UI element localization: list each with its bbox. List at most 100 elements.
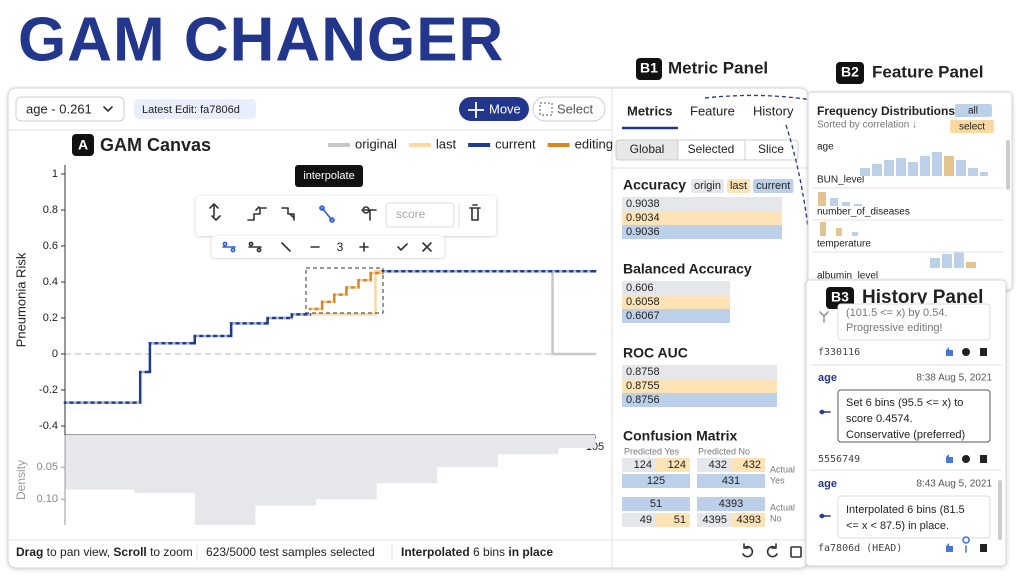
commit-message[interactable]	[837, 389, 991, 443]
cell	[697, 458, 731, 472]
tab[interactable]: Feature	[690, 103, 735, 118]
tab[interactable]: Metrics	[627, 103, 673, 118]
message-line: Progressive editing!	[846, 322, 943, 334]
message-line: Conservative (preferred)	[846, 429, 965, 441]
edit-part: Interpolated	[401, 545, 470, 559]
footer-selection: 623/5000 test samples selected	[206, 545, 375, 559]
scope[interactable]: Global	[630, 142, 665, 156]
scrollbar[interactable]	[998, 480, 1002, 540]
panel-title: Feature Panel	[872, 62, 984, 81]
cell-value: 51	[674, 514, 686, 526]
history-icons	[819, 311, 987, 553]
cell	[697, 474, 765, 488]
cell-value: 125	[647, 475, 665, 487]
interpolate-toolbar	[212, 236, 444, 258]
legend-pill	[691, 179, 724, 193]
density-bar	[437, 435, 498, 468]
cell-value: 432	[709, 459, 727, 471]
scope[interactable]: Slice	[758, 142, 784, 156]
score-placeholder: score	[396, 207, 426, 221]
scrollbar[interactable]	[1006, 140, 1010, 190]
cell-value: 4395	[703, 514, 727, 526]
y-tick-label: 1	[52, 168, 58, 180]
column-label: Predicted Yes	[624, 446, 680, 456]
latest-edit: Latest Edit: fa7806d	[142, 104, 240, 116]
cell-value: 124	[668, 459, 686, 471]
legend-label: current	[756, 180, 790, 192]
score-input[interactable]	[385, 202, 455, 228]
legend-label: current	[495, 136, 536, 151]
cell	[622, 458, 656, 472]
canvas-title: GAM Canvas	[100, 135, 211, 155]
message-line: Interpolated 6 bins (81.5	[846, 504, 965, 516]
y-tick-label: -0.2	[39, 384, 58, 396]
feature-name: age	[817, 142, 834, 153]
commit-message	[837, 495, 991, 539]
move-icon	[468, 102, 484, 118]
density-bar	[376, 435, 438, 484]
metric-title: Confusion Matrix	[623, 428, 738, 444]
hint-part: to zoom	[147, 545, 193, 559]
filter[interactable]	[950, 120, 994, 133]
footer-hint: Drag to pan view, Scroll to zoom	[16, 545, 193, 559]
metric-title: Balanced Accuracy	[623, 261, 752, 277]
scope-selected[interactable]	[615, 139, 679, 161]
commit-hash: fa7806d (HEAD)	[818, 543, 902, 554]
legend-pill	[726, 179, 751, 193]
metric-value: 0.8758	[626, 366, 660, 378]
entry-time: 8:43 Aug 5, 2021	[916, 479, 992, 490]
badge	[72, 134, 94, 156]
plot: -0.4-0.200.20.40.60.81657075808590951001…	[13, 136, 613, 525]
scope[interactable]: Selected	[688, 142, 735, 156]
density-bar	[65, 435, 135, 490]
sort-label: Sorted by correlation ↓	[817, 120, 917, 131]
badge-label: A	[78, 137, 88, 153]
feature-select[interactable]	[15, 96, 125, 122]
tooltip	[295, 165, 363, 187]
badge-label: B2	[841, 64, 859, 80]
metric-value: 0.6067	[626, 310, 660, 322]
badge-label: B3	[831, 289, 849, 305]
badge	[636, 58, 662, 80]
feature-name: temperature	[817, 239, 871, 250]
metric-value: 0.6058	[626, 296, 660, 308]
badge-label: B1	[640, 60, 658, 76]
cell	[656, 513, 690, 527]
feature-heading: Frequency Distributions	[817, 104, 955, 118]
message-line: Set 6 bins (95.5 <= x) to	[846, 397, 963, 409]
cell	[731, 458, 765, 472]
selection-box	[305, 267, 384, 314]
legend-label: original	[355, 136, 397, 151]
cell	[622, 497, 690, 511]
y-tick-label: 0.8	[43, 204, 58, 216]
density-bar	[558, 435, 595, 448]
metric-value: 0.9036	[626, 226, 660, 238]
cell-value: 432	[743, 459, 761, 471]
metric-row	[622, 225, 782, 239]
redo[interactable]	[766, 543, 778, 558]
undo[interactable]	[742, 543, 754, 558]
feature-name: BUN_level	[817, 175, 864, 186]
cell-value: 431	[722, 475, 740, 487]
metrics: Accuracy origin last current 0.9038 0.9034 0.9…	[622, 177, 794, 407]
save[interactable]	[790, 546, 802, 558]
metric-value: 0.8756	[626, 394, 660, 406]
y-tick-label: 0.2	[43, 312, 58, 324]
y-tick-label: 0.4	[43, 276, 58, 288]
interpolate-icons	[222, 241, 432, 253]
hint-part: Scroll	[113, 545, 146, 559]
density-bar	[316, 435, 377, 500]
y-tick-label: 0.10	[37, 493, 58, 505]
metric-row	[622, 309, 730, 323]
footer-icons	[742, 543, 802, 558]
cell	[622, 513, 656, 527]
filter[interactable]	[955, 104, 992, 117]
row-label: Actual	[770, 464, 795, 474]
commit-message	[837, 303, 991, 341]
legend-label: editing	[575, 136, 613, 151]
tab[interactable]: History	[753, 103, 794, 118]
density-bar	[255, 435, 317, 506]
message-line: score 0.4574.	[846, 413, 913, 425]
